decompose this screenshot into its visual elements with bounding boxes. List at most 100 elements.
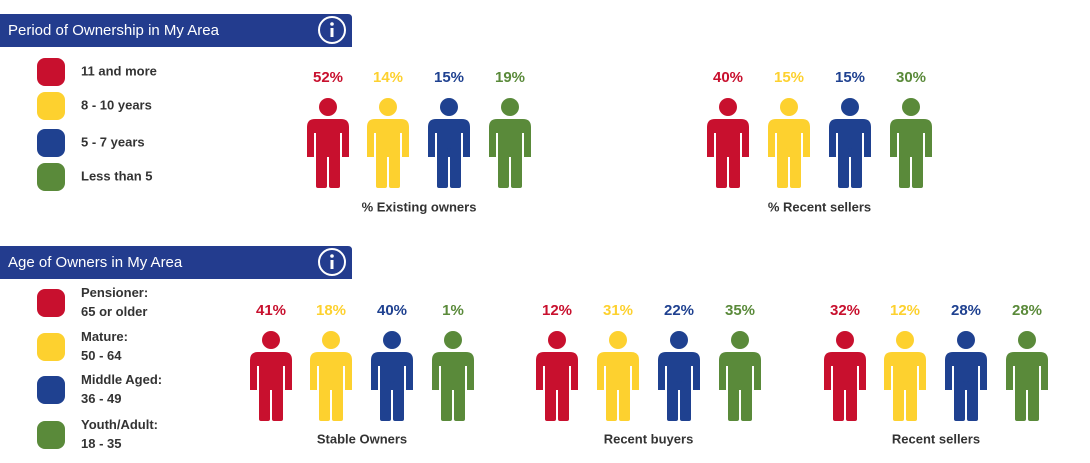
- percentage-label: 35%: [725, 302, 755, 319]
- person-leg: [332, 381, 343, 421]
- legend-swatch: [37, 289, 65, 317]
- person-icon: [597, 331, 639, 421]
- percentage-label: 18%: [316, 302, 346, 319]
- person-body: [658, 352, 700, 390]
- person-body: [768, 119, 810, 157]
- person-body: [890, 119, 932, 157]
- legend-label: 8 - 10 years: [81, 97, 152, 112]
- legend-swatch: [37, 333, 65, 361]
- person-head: [836, 331, 854, 349]
- person-head: [379, 98, 397, 116]
- person-head: [957, 331, 975, 349]
- person-body: [536, 352, 578, 390]
- person-icon: [432, 331, 474, 421]
- legend-swatch: [37, 376, 65, 404]
- section-title: Age of Owners in My Area: [8, 254, 183, 271]
- info-circle: [318, 16, 346, 44]
- person-icon: [658, 331, 700, 421]
- person-body: [719, 352, 761, 390]
- person-body: [945, 352, 987, 390]
- person-leg: [899, 148, 910, 188]
- percentage-label: 15%: [774, 69, 804, 86]
- group-caption: Recent buyers: [604, 431, 694, 446]
- person-head: [780, 98, 798, 116]
- percentage-label: 52%: [313, 69, 343, 86]
- person-icon: [824, 331, 866, 421]
- person-body: [310, 352, 352, 390]
- person-icon: [307, 98, 349, 188]
- person-leg: [316, 148, 327, 188]
- legend-label: Less than 5: [81, 168, 153, 183]
- legend-swatch: [37, 421, 65, 449]
- person-leg: [389, 148, 400, 188]
- person-body: [884, 352, 926, 390]
- person-body: [428, 119, 470, 157]
- legend-label: Youth/Adult:: [81, 417, 158, 432]
- person-leg: [545, 381, 556, 421]
- person-head: [896, 331, 914, 349]
- person-leg: [741, 381, 752, 421]
- person-icon: [367, 98, 409, 188]
- person-head: [501, 98, 519, 116]
- person-leg: [606, 381, 617, 421]
- section-header: [0, 14, 352, 47]
- person-leg: [716, 148, 727, 188]
- info-dot: [330, 22, 334, 26]
- legend-swatch: [37, 58, 65, 86]
- percentage-label: 15%: [835, 69, 865, 86]
- person-icon: [428, 98, 470, 188]
- person-icon: [945, 331, 987, 421]
- person-leg: [729, 148, 740, 188]
- person-icon: [310, 331, 352, 421]
- person-leg: [1015, 381, 1026, 421]
- info-icon[interactable]: [318, 248, 346, 276]
- percentage-label: 41%: [256, 302, 286, 319]
- person-leg: [450, 148, 461, 188]
- person-body: [707, 119, 749, 157]
- person-icon: [829, 98, 871, 188]
- person-head: [719, 98, 737, 116]
- percentage-label: 19%: [495, 69, 525, 86]
- person-icon: [768, 98, 810, 188]
- person-leg: [558, 381, 569, 421]
- percentage-label: 15%: [434, 69, 464, 86]
- person-body: [367, 119, 409, 157]
- info-circle: [318, 248, 346, 276]
- person-body: [829, 119, 871, 157]
- person-leg: [912, 148, 923, 188]
- percentage-label: 40%: [377, 302, 407, 319]
- percentage-label: 1%: [442, 302, 464, 319]
- person-leg: [851, 148, 862, 188]
- person-leg: [893, 381, 904, 421]
- info-icon[interactable]: [318, 16, 346, 44]
- legend-swatch: [37, 92, 65, 120]
- percentage-label: 28%: [1012, 302, 1042, 319]
- person-leg: [838, 148, 849, 188]
- person-leg: [680, 381, 691, 421]
- person-head: [670, 331, 688, 349]
- person-leg: [272, 381, 283, 421]
- person-head: [383, 331, 401, 349]
- percentage-label: 31%: [603, 302, 633, 319]
- person-icon: [890, 98, 932, 188]
- percentage-label: 12%: [542, 302, 572, 319]
- section: Period of Ownership in My Area 11 and mor…: [0, 14, 932, 214]
- person-leg: [498, 148, 509, 188]
- person-body: [597, 352, 639, 390]
- person-leg: [906, 381, 917, 421]
- percentage-label: 32%: [830, 302, 860, 319]
- group-caption: % Existing owners: [362, 199, 477, 214]
- person-head: [902, 98, 920, 116]
- person-leg: [329, 148, 340, 188]
- person-leg: [777, 148, 788, 188]
- person-body: [371, 352, 413, 390]
- section: Age of Owners in My Area Pensioner: 65 or …: [0, 246, 1048, 451]
- percentage-label: 12%: [890, 302, 920, 319]
- person-leg: [790, 148, 801, 188]
- info-dot: [330, 254, 334, 258]
- person-head: [322, 331, 340, 349]
- person-leg: [376, 148, 387, 188]
- person-head: [841, 98, 859, 116]
- person-icon: [719, 331, 761, 421]
